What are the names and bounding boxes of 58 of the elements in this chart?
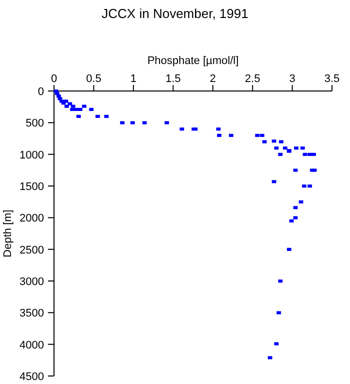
point	[312, 168, 317, 172]
y-tick-label: 500	[26, 118, 44, 130]
point	[180, 128, 184, 131]
point	[82, 104, 86, 108]
y-tick-label: 4000	[20, 339, 44, 352]
point	[64, 104, 69, 108]
y-tick-label: 1000	[20, 149, 44, 162]
point	[142, 121, 147, 124]
point	[104, 114, 109, 118]
point	[217, 134, 222, 137]
point	[302, 184, 306, 188]
y-tick-label: 4500	[20, 371, 44, 383]
point	[64, 100, 68, 103]
point	[293, 216, 298, 220]
point	[308, 184, 312, 188]
x-tick-label: 1	[130, 73, 136, 85]
point	[294, 146, 298, 150]
y-tick-label: 2500	[20, 244, 44, 256]
point	[278, 152, 283, 156]
chart-title: JCCX in November, 1991	[102, 6, 248, 21]
point	[276, 311, 281, 314]
point	[274, 342, 279, 346]
x-axis-title: Phosphate [µmol/l]	[147, 55, 239, 67]
x-tick-label: 3.5	[324, 73, 340, 85]
point	[68, 102, 72, 106]
point	[278, 140, 284, 144]
point	[228, 134, 234, 137]
x-tick-label: 0	[50, 73, 58, 85]
x-tick-label: 3	[289, 73, 296, 85]
point	[130, 121, 135, 124]
point	[312, 152, 316, 156]
y-axis-title: Depth [m]	[2, 210, 14, 258]
x-tick-label: 2.5	[244, 73, 260, 85]
x-tick-label: 0.5	[86, 73, 102, 85]
point	[278, 280, 283, 283]
y-tick-label: 3500	[20, 308, 44, 320]
y-tick-label: 1500	[20, 181, 44, 193]
point	[120, 121, 125, 124]
point	[216, 128, 221, 131]
y-tick-label: 3000	[20, 276, 44, 288]
point	[78, 108, 82, 111]
x-tick-label: 1.5	[165, 73, 181, 85]
point	[260, 134, 264, 137]
point	[262, 140, 267, 144]
point	[76, 114, 81, 118]
x-tick-label: 2	[210, 73, 216, 85]
point	[95, 114, 100, 118]
point	[300, 146, 305, 150]
point	[255, 134, 260, 137]
point	[164, 121, 169, 124]
point	[70, 104, 76, 108]
point	[282, 146, 288, 150]
point	[286, 248, 292, 251]
point	[293, 168, 298, 172]
y-tick-label: 2000	[20, 212, 44, 225]
y-tick-label: 0	[38, 86, 44, 98]
point	[89, 108, 94, 111]
point	[274, 146, 279, 150]
